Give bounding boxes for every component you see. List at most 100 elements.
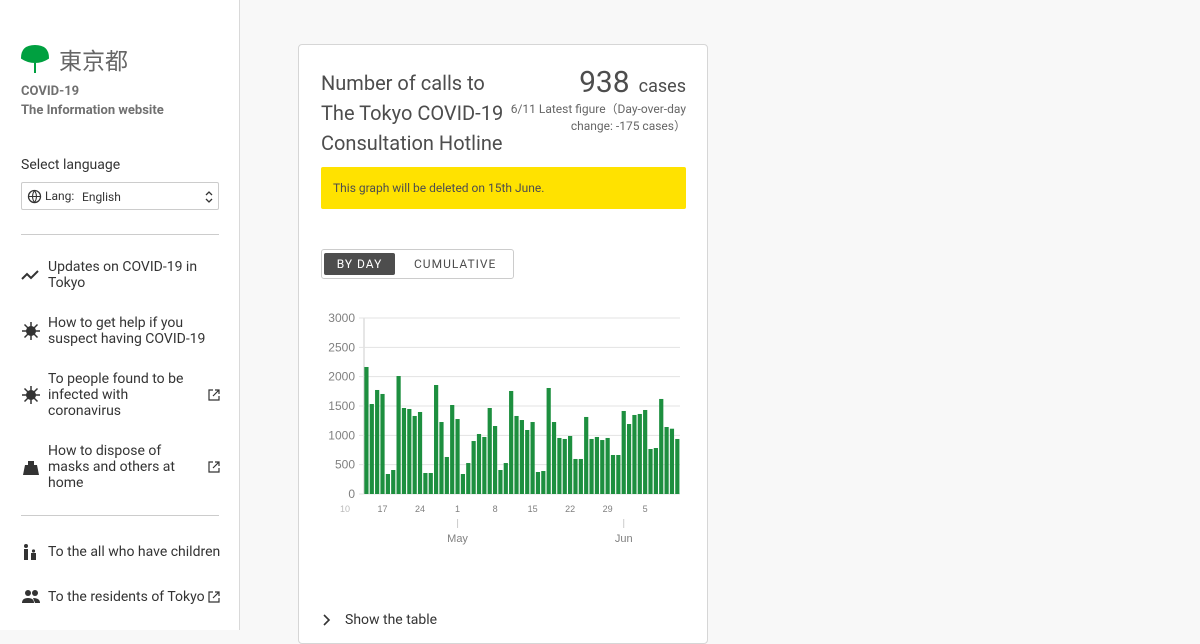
figure-value: 938 [579, 65, 630, 100]
page: Tokyo COVID-19 Information {"sidebar": {… [0, 0, 708, 644]
bar [396, 376, 401, 494]
virus-icon [22, 386, 40, 404]
bar [589, 438, 594, 494]
figure-note: 6/11 Latest figure（Day-over-day change: … [510, 102, 686, 133]
virus-icon [22, 322, 40, 340]
x-tick-label: 24 [415, 504, 425, 514]
bar [573, 458, 578, 494]
bar [385, 473, 390, 494]
bar [476, 433, 482, 494]
bar [621, 410, 626, 494]
nav-item[interactable]: How to dispose of masks and others at ho… [21, 443, 220, 491]
month-label: May [447, 533, 468, 545]
bar [605, 437, 610, 494]
external-icon [208, 389, 220, 401]
bar [498, 470, 503, 494]
bar [557, 437, 562, 494]
logo-text: 東京都 [59, 48, 128, 75]
bar [492, 426, 498, 494]
bar [439, 422, 444, 494]
x-tick-label: 15 [528, 504, 538, 514]
bar [637, 413, 642, 494]
bar [444, 456, 449, 494]
y-tick-label: 500 [335, 458, 355, 472]
month-label: Jun [615, 533, 633, 545]
x-tick-label: 22 [565, 504, 575, 514]
tab[interactable]: CUMULATIVE [414, 257, 497, 271]
site-title: COVID-19 [21, 84, 80, 99]
tab-group: BY DAY CUMULATIVE [321, 249, 514, 279]
bar [669, 428, 675, 494]
x-tick-label: 17 [378, 504, 388, 514]
bar [600, 440, 605, 494]
show-table-text: Show the table [345, 612, 438, 628]
bar [578, 458, 583, 494]
bar [530, 422, 535, 494]
lang-value: English [82, 190, 121, 204]
bar [562, 438, 567, 494]
bar [632, 414, 637, 494]
bar [643, 409, 648, 494]
bar [428, 472, 433, 494]
nav-item[interactable]: To the all who have children [21, 543, 220, 561]
nav-item[interactable]: Updates on COVID-19 in Tokyo [21, 259, 208, 291]
x-tick-label: 10 [340, 504, 350, 514]
bar [584, 416, 589, 494]
divider [21, 234, 219, 235]
nav-item[interactable]: To the residents of Tokyo [21, 588, 220, 606]
nav-text: To people found to be infected with coro… [48, 371, 184, 419]
body: 東京都 COVID-19 The Information website Sel… [0, 0, 708, 644]
bar [434, 384, 439, 494]
nav-text: How to dispose of masks and others at ho… [48, 443, 175, 491]
people-icon [22, 590, 40, 603]
nav-text: Updates on COVID-19 in Tokyo [48, 259, 198, 291]
divider [21, 515, 219, 516]
bar [455, 419, 460, 494]
figure: 938 cases [579, 65, 686, 100]
nav-item[interactable]: To people found to be infected with coro… [21, 371, 220, 419]
x-tick-label: 29 [603, 504, 613, 514]
bar [391, 470, 396, 494]
external-icon [208, 461, 220, 473]
bar [369, 404, 374, 494]
bar [412, 415, 417, 494]
y-tick-label: 1500 [328, 399, 355, 413]
bar [610, 454, 616, 494]
bar [380, 393, 385, 494]
tab-active[interactable]: BY DAY [324, 253, 395, 275]
bar [659, 398, 664, 494]
bar [519, 420, 524, 494]
bar [648, 449, 653, 494]
show-table[interactable]: Show the table [321, 612, 437, 628]
bar [471, 441, 476, 494]
bar [616, 454, 621, 494]
bar [364, 366, 369, 494]
logo-icon [20, 44, 50, 73]
mask-icon [23, 461, 39, 475]
select-arrows [205, 191, 213, 203]
bar [594, 436, 600, 494]
notice: This graph will be deleted on 15th June. [321, 167, 686, 209]
bar [487, 407, 492, 494]
bar [460, 473, 466, 494]
y-tick-label: 2000 [328, 370, 355, 384]
bar [653, 448, 658, 494]
x-tick-label: 8 [493, 504, 498, 514]
bar [664, 427, 669, 494]
y-tick-label: 2500 [328, 340, 355, 354]
nav-text: To the residents of Tokyo [48, 589, 205, 605]
bar [375, 389, 380, 494]
nav-text: To the all who have children [48, 544, 221, 560]
sidebar: 東京都 COVID-19 The Information website Sel… [0, 0, 240, 630]
bar [535, 472, 541, 494]
bar [450, 405, 455, 494]
card-title: Number of calls to The Tokyo COVID-19 Co… [321, 71, 504, 155]
chevron-icon [323, 614, 331, 626]
lang-prefix: Lang: [45, 189, 75, 203]
language-select[interactable]: Lang: English [21, 182, 219, 210]
nav-item[interactable]: How to get help if you suspect having CO… [21, 315, 213, 347]
bar [568, 435, 573, 494]
bar [482, 436, 487, 494]
bar [546, 387, 551, 494]
y-tick-label: 1000 [328, 428, 355, 442]
